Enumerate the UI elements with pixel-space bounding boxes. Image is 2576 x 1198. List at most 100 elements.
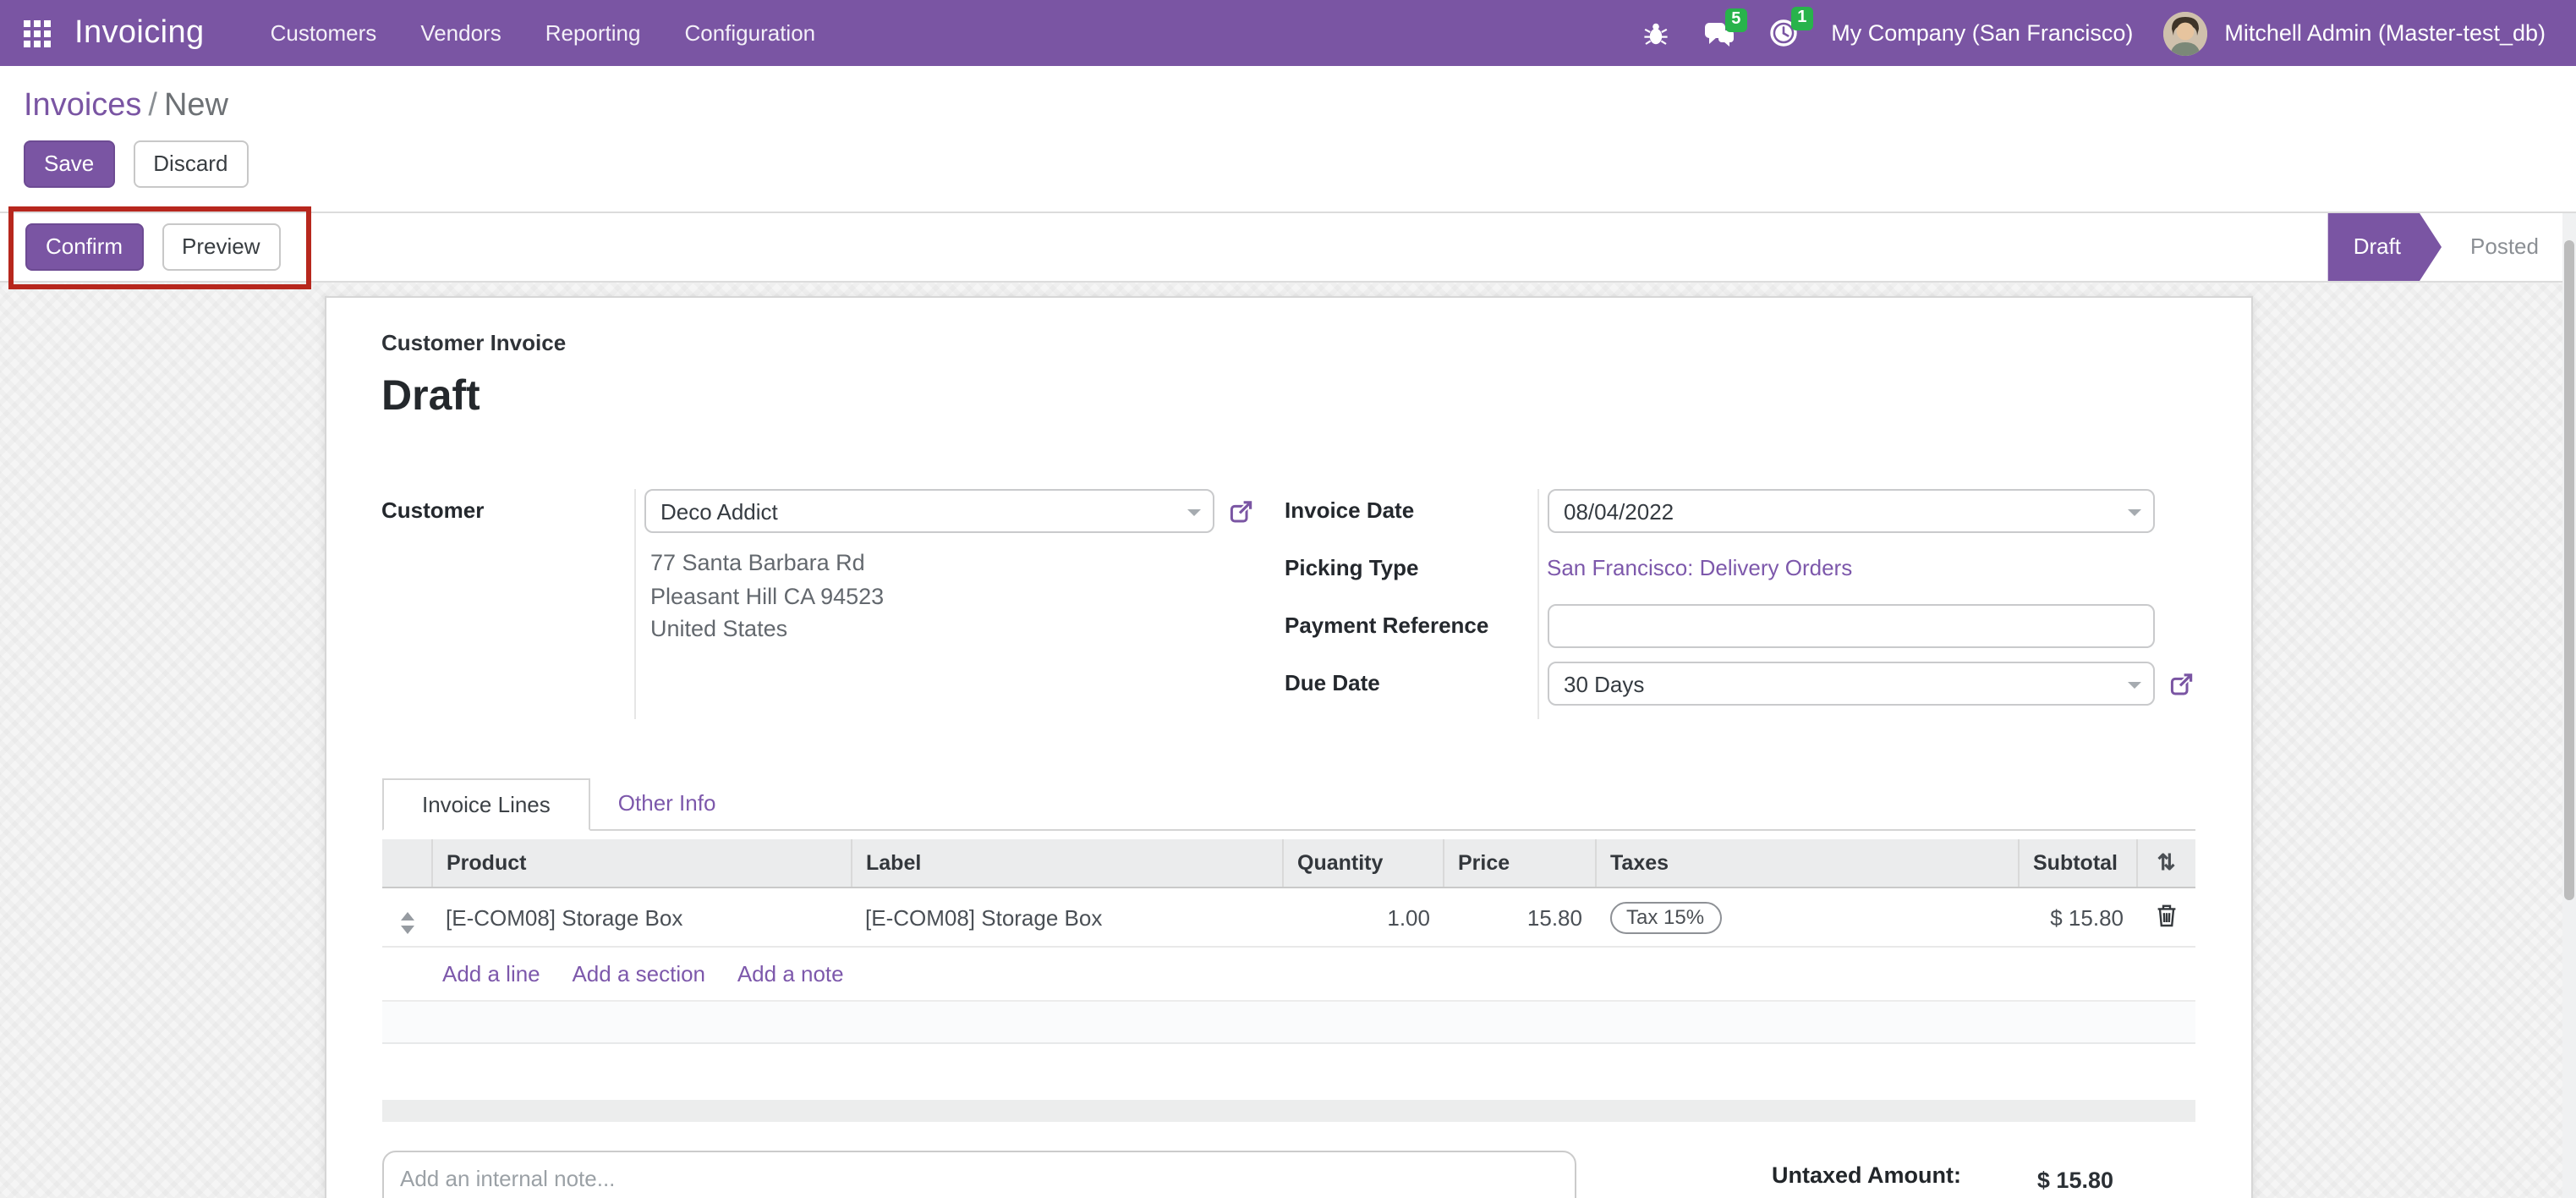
internal-note-input[interactable] xyxy=(381,1151,1576,1198)
row-label-cell[interactable]: [E-COM08] Storage Box xyxy=(852,888,1283,948)
customer-field-label: Customer xyxy=(381,497,485,523)
row-quantity-cell[interactable]: 1.00 xyxy=(1283,888,1444,948)
row-product-cell[interactable]: [E-COM08] Storage Box xyxy=(432,888,852,948)
customer-address: 77 Santa Barbara Rd Pleasant Hill CA 945… xyxy=(650,547,1254,646)
picking-type-link[interactable]: San Francisco: Delivery Orders xyxy=(1547,555,1853,580)
status-posted[interactable]: Posted xyxy=(2470,234,2539,259)
bug-icon xyxy=(1643,22,1667,44)
notebook-tabs: Invoice Lines Other Info xyxy=(381,778,2195,831)
save-button[interactable]: Save xyxy=(24,140,115,188)
due-date-external-link-icon[interactable] xyxy=(2168,671,2193,696)
user-menu[interactable]: Mitchell Admin (Master-test_db) xyxy=(2224,20,2546,46)
taxes-column-header[interactable]: Taxes xyxy=(1596,839,2020,888)
activities-systray[interactable]: 1 xyxy=(1768,7,1814,47)
totals-block: Untaxed Amount: $ 15.80 Tax 15% xyxy=(1687,1151,2113,1198)
preview-button[interactable]: Preview xyxy=(162,223,281,271)
subtotal-column-header[interactable]: Subtotal xyxy=(2019,839,2138,888)
add-a-section-link[interactable]: Add a section xyxy=(572,961,706,986)
due-date-value: 30 Days xyxy=(1564,672,1645,697)
menu-vendors[interactable]: Vendors xyxy=(420,20,501,46)
customer-value-col: Deco Addict xyxy=(633,489,1254,719)
price-column-header[interactable]: Price xyxy=(1444,839,1597,888)
company-switcher[interactable]: My Company (San Francisco) xyxy=(1831,20,2134,46)
customer-label-col: Customer xyxy=(381,489,633,719)
top-navbar: Invoicing Customers Vendors Reporting Co… xyxy=(0,0,2576,66)
message-count-badge: 5 xyxy=(1724,8,1748,31)
table-add-row: Add a line Add a section Add a note xyxy=(381,947,2195,1002)
add-a-note-link[interactable]: Add a note xyxy=(737,961,844,986)
discard-button[interactable]: Discard xyxy=(133,140,249,188)
navbar-left: Invoicing Customers Vendors Reporting Co… xyxy=(24,0,837,66)
chevron-down-icon xyxy=(1187,509,1200,516)
avatar-photo xyxy=(2163,11,2208,55)
invoice-lines-table: Product Label Quantity Price Taxes Subto… xyxy=(381,839,2195,1044)
activity-count-badge: 1 xyxy=(1790,7,1814,30)
row-taxes-cell[interactable]: Tax 15% xyxy=(1596,888,2019,948)
invoice-info-value-col: 08/04/2022 San Francisco: Delivery Order… xyxy=(1537,489,2195,719)
breadcrumb: Invoices / New xyxy=(24,88,2576,125)
invoice-date-input[interactable]: 08/04/2022 xyxy=(1547,489,2154,533)
document-type-label: Customer Invoice xyxy=(381,330,567,355)
optional-columns-icon[interactable]: ⇅ xyxy=(2157,849,2176,875)
sheet-footer: Untaxed Amount: $ 15.80 Tax 15% xyxy=(381,1151,2195,1198)
add-a-line-link[interactable]: Add a line xyxy=(442,961,540,986)
status-draft: Draft xyxy=(2328,213,2442,281)
user-avatar[interactable] xyxy=(2163,11,2208,55)
menu-reporting[interactable]: Reporting xyxy=(545,20,641,46)
chevron-down-icon xyxy=(2127,509,2140,516)
form-fields: Customer Deco Addict xyxy=(381,489,2195,719)
due-date-label: Due Date xyxy=(1285,670,1380,695)
address-line-3: United States xyxy=(650,616,788,641)
status-pipeline: Draft Posted xyxy=(2328,213,2539,281)
tax-badge: Tax 15% xyxy=(1609,901,1722,933)
chat-bubbles-icon xyxy=(1704,22,1734,46)
invoice-name-title: Draft xyxy=(381,372,480,420)
payment-reference-input[interactable] xyxy=(1547,604,2154,648)
table-empty-row xyxy=(381,1001,2195,1044)
row-subtotal-cell: $ 15.80 xyxy=(2019,888,2137,948)
trash-icon[interactable] xyxy=(2156,903,2176,926)
customer-value: Deco Addict xyxy=(660,499,778,525)
record-buttons: Save Discard xyxy=(24,140,2576,188)
clock-icon xyxy=(1769,19,1796,47)
table-row[interactable]: [E-COM08] Storage Box [E-COM08] Storage … xyxy=(381,888,2195,948)
app-name[interactable]: Invoicing xyxy=(74,14,205,50)
due-date-input[interactable]: 30 Days xyxy=(1547,662,2154,706)
statusbar-strip: Confirm Preview Draft Posted xyxy=(0,206,2576,289)
picking-type-label: Picking Type xyxy=(1285,555,1419,580)
control-panel: Invoices / New Save Discard xyxy=(0,66,2576,212)
breadcrumb-separator: / xyxy=(148,88,157,124)
invoice-info-group: Invoice Date Picking Type Payment Refere… xyxy=(1285,489,2195,719)
breadcrumb-invoices-link[interactable]: Invoices xyxy=(24,88,142,124)
row-handle-cell xyxy=(381,888,432,948)
row-actions-cell xyxy=(2137,888,2195,948)
navbar-systray: 5 1 My Company (San Francisco) xyxy=(1625,7,2562,55)
invoice-date-label: Invoice Date xyxy=(1285,497,1415,523)
form-view-background: Customer Invoice Draft Customer Deco Add… xyxy=(0,283,2576,1198)
confirm-button[interactable]: Confirm xyxy=(25,223,144,271)
untaxed-amount-value: $ 15.80 xyxy=(2036,1168,2113,1193)
tab-invoice-lines[interactable]: Invoice Lines xyxy=(381,778,591,831)
menu-customers[interactable]: Customers xyxy=(270,20,377,46)
payment-reference-label: Payment Reference xyxy=(1285,613,1489,638)
customer-group: Customer Deco Addict xyxy=(381,489,1254,719)
chevron-down-icon xyxy=(2127,682,2140,689)
apps-grid-icon[interactable] xyxy=(24,19,51,47)
invoice-date-value: 08/04/2022 xyxy=(1564,499,1674,525)
untaxed-amount-row: Untaxed Amount: $ 15.80 xyxy=(1687,1161,2113,1193)
label-column-header[interactable]: Label xyxy=(852,839,1284,888)
menu-configuration[interactable]: Configuration xyxy=(684,20,816,46)
scrollbar-thumb[interactable] xyxy=(2564,240,2574,900)
tab-other-info[interactable]: Other Info xyxy=(617,790,716,816)
table-header-row: Product Label Quantity Price Taxes Subto… xyxy=(381,839,2195,888)
debug-bug-icon[interactable] xyxy=(1642,19,1669,47)
messages-systray[interactable]: 5 xyxy=(1702,8,1748,47)
drag-handle-icon[interactable] xyxy=(400,912,414,934)
row-price-cell[interactable]: 15.80 xyxy=(1444,888,1596,948)
invoice-sheet: Customer Invoice Draft Customer Deco Add… xyxy=(324,296,2252,1198)
customer-external-link-icon[interactable] xyxy=(1227,498,1252,524)
quantity-column-header[interactable]: Quantity xyxy=(1283,839,1444,888)
product-column-header[interactable]: Product xyxy=(432,839,852,888)
customer-input[interactable]: Deco Addict xyxy=(644,489,1214,533)
